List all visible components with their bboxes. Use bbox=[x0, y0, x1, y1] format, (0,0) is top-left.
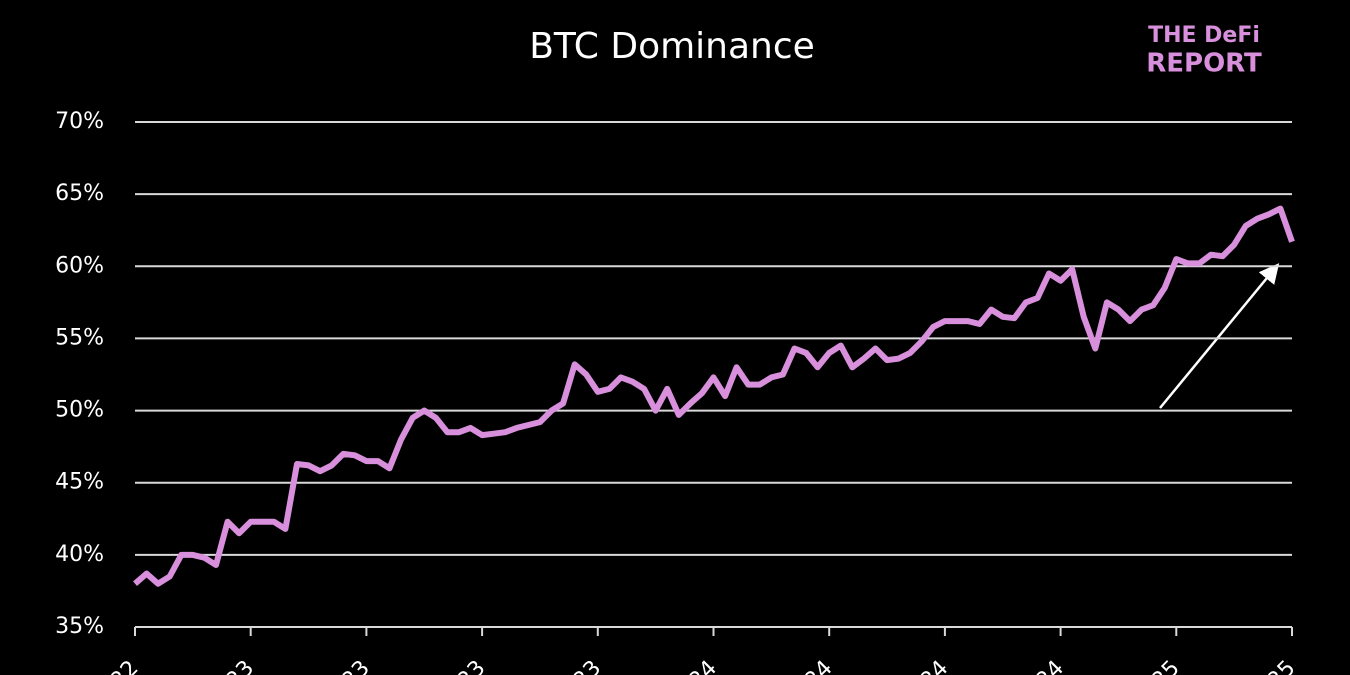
y-tick-label: 40% bbox=[55, 542, 104, 567]
logo-line: THE DeFi bbox=[1148, 23, 1260, 48]
y-tick-label: 65% bbox=[55, 181, 104, 206]
y-tick-label: 60% bbox=[55, 253, 104, 278]
y-tick-label: 50% bbox=[55, 398, 104, 423]
logo-line: REPORT bbox=[1146, 49, 1262, 79]
y-tick-label: 55% bbox=[55, 325, 104, 350]
data-line bbox=[133, 205, 1295, 587]
chart-title: BTC Dominance bbox=[529, 26, 815, 67]
y-tick-label: 45% bbox=[55, 470, 104, 495]
y-tick-label: 70% bbox=[55, 109, 104, 134]
y-tick-label: 35% bbox=[55, 614, 104, 639]
